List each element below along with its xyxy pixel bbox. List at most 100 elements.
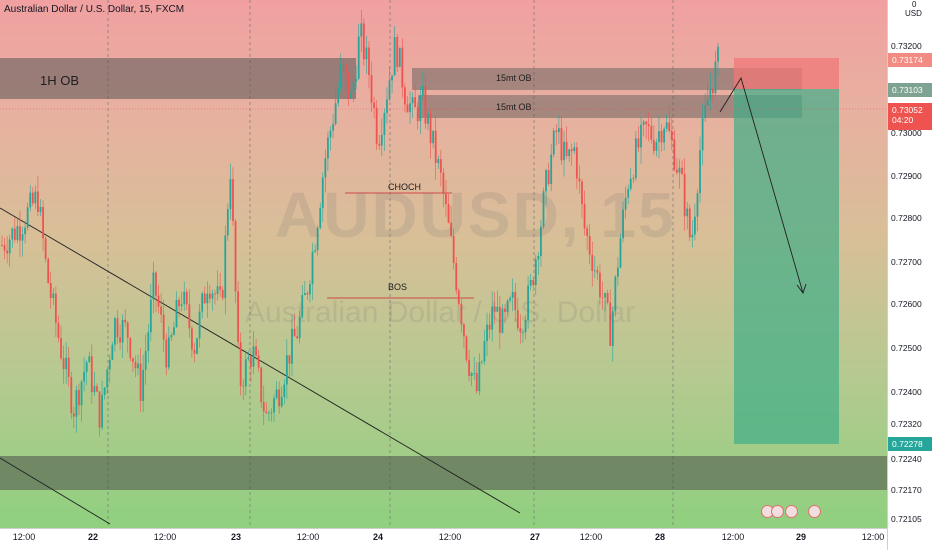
bullish-candle — [173, 327, 175, 336]
event-icon[interactable] — [785, 505, 798, 518]
bullish-candle — [573, 147, 576, 152]
bearish-candle — [609, 302, 612, 346]
bullish-candle — [24, 227, 26, 235]
countdown-timer: 04:20 — [892, 115, 914, 125]
bearish-candle — [375, 107, 378, 144]
grid-lines — [107, 0, 674, 528]
bearish-candle — [293, 328, 296, 337]
bearish-candle — [493, 306, 496, 312]
bearish-candle — [191, 328, 193, 350]
bullish-candle — [216, 286, 219, 295]
bearish-candle — [31, 192, 34, 204]
bullish-candle — [540, 226, 542, 257]
bearish-candle — [44, 238, 47, 259]
bullish-candle — [437, 159, 440, 164]
bearish-candle — [242, 385, 245, 387]
bullish-candle — [409, 103, 411, 113]
bearish-candle — [647, 124, 650, 127]
bearish-candle — [78, 389, 80, 406]
entry-price-tag[interactable]: 0.73103 — [888, 83, 932, 97]
bullish-candle — [52, 293, 55, 299]
bullish-candle — [393, 37, 396, 76]
bullish-candle — [634, 138, 637, 179]
bullish-candle — [309, 284, 311, 295]
bullish-candle — [655, 141, 658, 151]
bullish-candle — [480, 361, 483, 363]
bearish-candle — [3, 245, 6, 251]
bearish-candle — [416, 107, 419, 122]
bullish-candle — [632, 178, 635, 179]
bullish-candle — [339, 65, 342, 89]
bullish-candle — [470, 373, 473, 376]
event-icon[interactable] — [771, 505, 784, 518]
bearish-candle — [193, 349, 196, 354]
bearish-candle — [637, 138, 640, 148]
bearish-candle — [119, 337, 121, 343]
current-price-tag[interactable]: 0.73052 04:20 — [888, 103, 932, 130]
current-price-value: 0.73052 — [892, 105, 923, 115]
price-tick-label: 0.72900 — [891, 171, 922, 181]
bearish-candle — [368, 47, 370, 76]
bearish-candle — [588, 236, 591, 255]
bearish-candle — [49, 283, 52, 299]
bearish-candle — [532, 280, 535, 286]
bullish-candle — [699, 150, 701, 194]
bullish-candle — [611, 311, 614, 346]
bearish-candle — [439, 159, 442, 173]
bullish-candle — [365, 47, 368, 60]
bullish-candle — [557, 128, 560, 133]
bearish-candle — [581, 181, 583, 205]
bullish-candle — [167, 337, 170, 368]
bullish-candle — [180, 304, 183, 307]
bearish-candle — [463, 324, 465, 337]
bearish-candle — [401, 47, 404, 88]
bullish-candle — [717, 46, 719, 62]
bullish-candle — [522, 332, 524, 334]
bearish-candle — [370, 75, 373, 103]
bullish-candle — [121, 319, 124, 343]
bearish-candle — [278, 389, 281, 407]
bullish-candle — [391, 75, 393, 81]
bullish-candle — [624, 197, 627, 210]
time-tick-label: 28 — [654, 532, 666, 542]
bullish-candle — [26, 207, 29, 228]
bearish-candle — [306, 293, 309, 295]
bearish-candle — [591, 254, 594, 271]
bullish-candle — [678, 167, 681, 173]
bearish-candle — [255, 346, 257, 356]
time-tick-label: 12:00 — [579, 532, 603, 542]
bearish-candle — [134, 361, 137, 369]
time-axis[interactable] — [0, 528, 887, 550]
bullish-candle — [11, 228, 14, 240]
bullish-candle — [270, 412, 273, 414]
bullish-candle — [321, 177, 324, 209]
candles — [1, 10, 719, 437]
bearish-candle — [219, 286, 222, 290]
bullish-candle — [642, 121, 645, 125]
event-icon[interactable] — [808, 505, 821, 518]
bearish-candle — [688, 208, 691, 238]
ob-15m-top-zone — [412, 68, 802, 90]
bearish-candle — [1, 244, 3, 246]
bearish-candle — [465, 336, 468, 360]
bullish-candle — [175, 299, 178, 328]
bullish-candle — [617, 267, 619, 277]
bullish-candle — [224, 235, 227, 299]
bearish-candle — [98, 391, 101, 428]
bearish-candle — [645, 121, 648, 125]
bearish-candle — [57, 322, 60, 339]
bullish-candle — [604, 293, 606, 298]
chart-title: Australian Dollar / U.S. Dollar, 15, FXC… — [4, 4, 185, 15]
take-profit-price-tag[interactable]: 0.72278 — [888, 437, 932, 451]
take-profit-zone — [734, 89, 839, 444]
bearish-candle — [19, 226, 21, 241]
bullish-candle — [324, 158, 327, 178]
bullish-candle — [529, 280, 532, 286]
bullish-candle — [103, 387, 106, 395]
bearish-candle — [406, 104, 409, 113]
bullish-candle — [314, 250, 316, 252]
bearish-candle — [6, 250, 9, 254]
stop-loss-price-tag[interactable]: 0.73174 — [888, 53, 932, 67]
stop-loss-zone — [734, 58, 839, 89]
